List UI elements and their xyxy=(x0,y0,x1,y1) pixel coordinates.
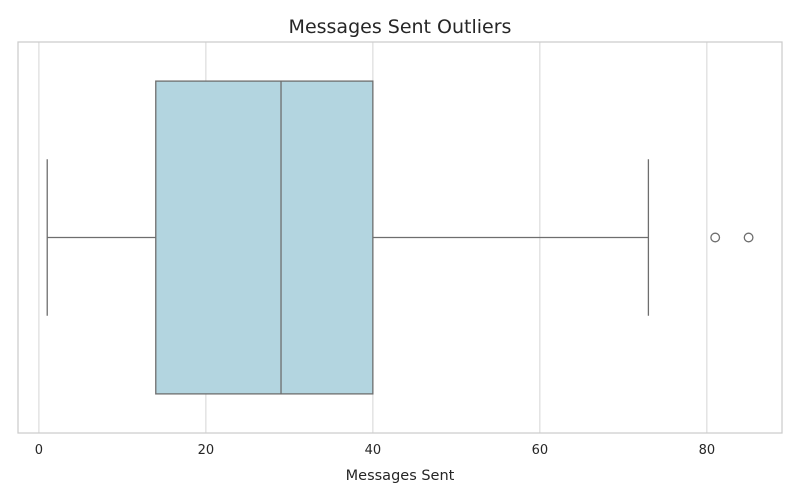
x-tick-label: 80 xyxy=(699,443,716,458)
x-axis-ticks: 0 20 40 60 80 xyxy=(35,443,715,458)
x-tick-label: 40 xyxy=(365,443,382,458)
x-axis-label: Messages Sent xyxy=(346,468,455,484)
iqr-box xyxy=(155,80,374,395)
outlier-point xyxy=(710,232,721,243)
plot-frame xyxy=(17,41,783,434)
x-tick-label: 60 xyxy=(532,443,549,458)
x-tick-label: 20 xyxy=(198,443,215,458)
box-plot-series xyxy=(46,80,754,395)
outlier-point xyxy=(743,232,754,243)
x-tick-label: 0 xyxy=(35,443,43,458)
chart-title: Messages Sent Outliers xyxy=(289,16,512,38)
